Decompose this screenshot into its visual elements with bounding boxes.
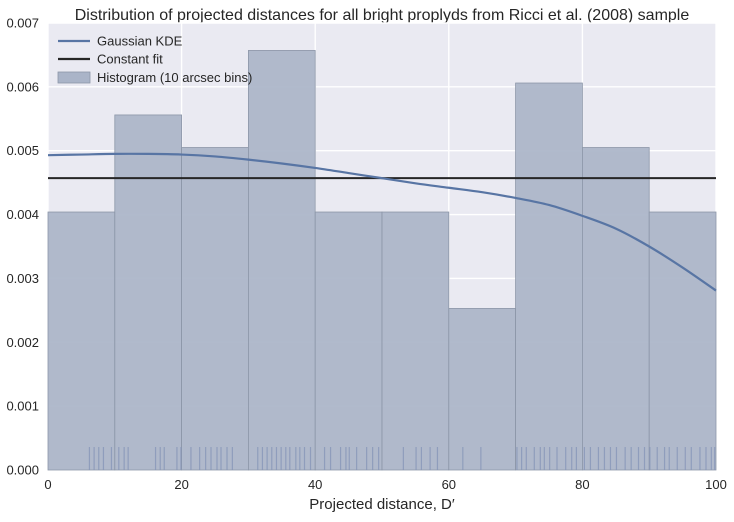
histogram-bar — [247, 50, 316, 471]
histogram-bar — [47, 211, 116, 471]
x-tick-label: 20 — [174, 477, 188, 492]
chart-title: Distribution of projected distances for … — [75, 7, 690, 24]
legend-label-histogram: Histogram (10 arcsec bins) — [97, 70, 252, 85]
y-tick-label: 0.007 — [6, 16, 39, 31]
histogram-bar — [181, 147, 249, 471]
y-tick-labels: 0.000 0.001 0.002 0.003 0.004 0.005 0.006 0.007 — [6, 16, 39, 478]
legend-swatch-histogram — [57, 71, 91, 84]
x-tick-label: 40 — [308, 477, 322, 492]
kde-line — [47, 152, 717, 292]
histogram-bar — [648, 211, 717, 471]
x-tick-label: 80 — [575, 477, 589, 492]
x-tick-label: 0 — [44, 477, 51, 492]
y-tick-label: 0.000 — [6, 463, 39, 478]
y-tick-label: 0.002 — [6, 335, 39, 350]
histogram-bar — [515, 82, 583, 471]
x-tick-labels: 0 20 40 60 80 100 — [44, 477, 726, 492]
x-tick-label: 100 — [705, 477, 727, 492]
histogram-bar — [381, 211, 450, 471]
y-tick-label: 0.005 — [6, 143, 39, 158]
x-axis-label: Projected distance, D′ — [309, 496, 455, 513]
rug-marks — [88, 447, 716, 470]
x-tick-label: 60 — [442, 477, 456, 492]
histogram-bar — [314, 211, 383, 471]
y-tick-label: 0.003 — [6, 271, 39, 286]
histogram-bar — [448, 308, 516, 471]
legend-label-constant: Constant fit — [97, 52, 163, 67]
histogram-bar — [582, 147, 650, 471]
histogram-bar — [114, 114, 183, 471]
y-tick-label: 0.006 — [6, 79, 39, 94]
legend: Gaussian KDE Constant fit Histogram (10 … — [57, 34, 252, 85]
legend-label-kde: Gaussian KDE — [97, 34, 183, 49]
histogram-bars — [47, 50, 717, 471]
y-tick-label: 0.004 — [6, 207, 39, 222]
y-tick-label: 0.001 — [6, 399, 39, 414]
